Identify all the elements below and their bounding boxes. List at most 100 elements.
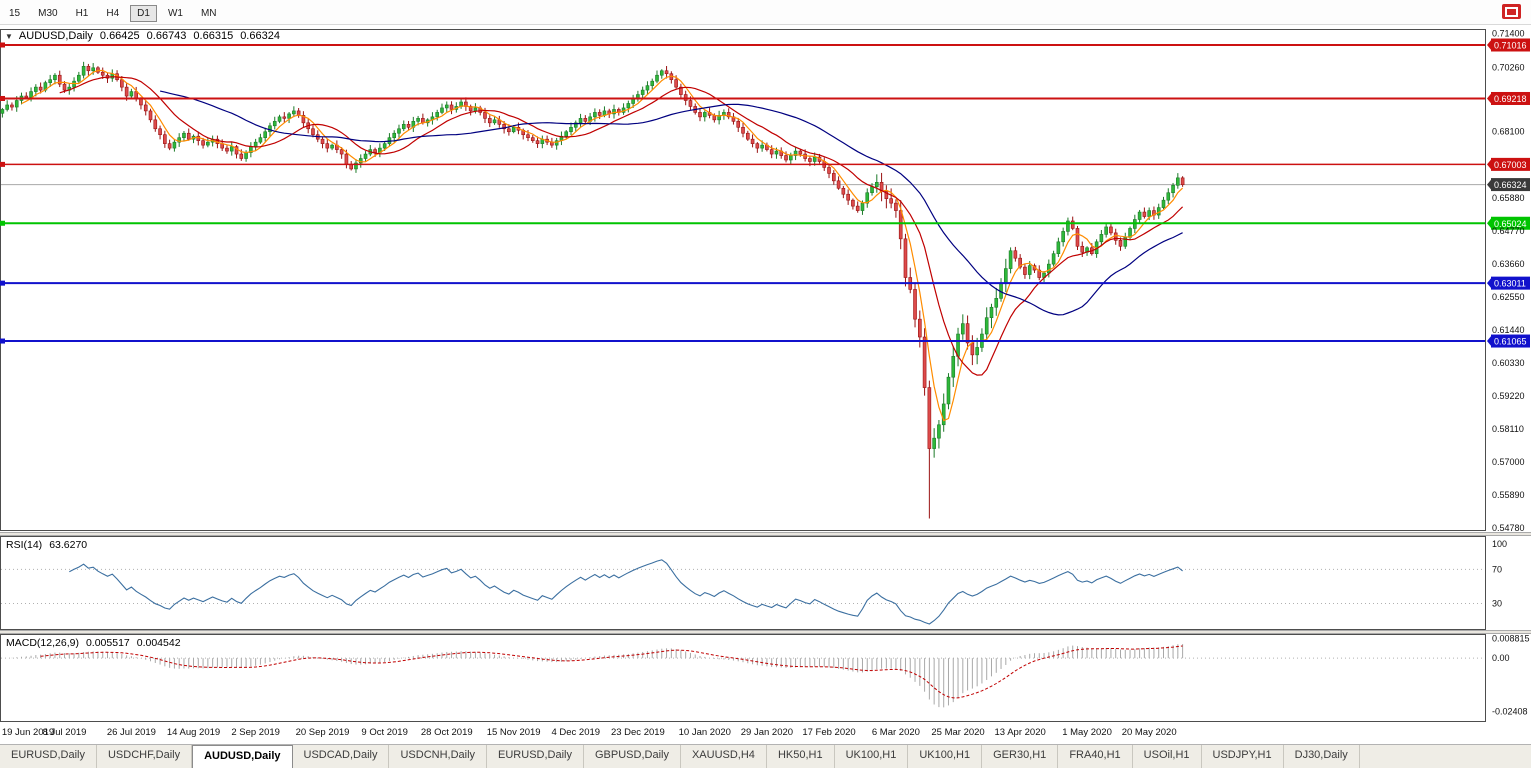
svg-text:0.69218: 0.69218 [1494,94,1527,104]
svg-text:19 Jun 2019: 19 Jun 2019 [2,727,54,738]
timeframe-15-button[interactable]: 15 [9,8,21,19]
svg-text:70: 70 [1492,564,1502,574]
macd-border [0,634,1486,722]
timeframe-h1-button[interactable]: H1 [75,8,89,19]
svg-text:23 Dec 2019: 23 Dec 2019 [611,727,665,738]
ohlc-close: 0.66324 [240,30,280,42]
chart-symbol-period: AUDUSD,Daily [18,30,93,42]
svg-text:0.63011: 0.63011 [1494,279,1526,289]
chart-tab-uk100-h1[interactable]: UK100,H1 [835,745,909,768]
price-tag-0.63011: 0.63011 [1487,276,1530,290]
timeframe-m30-button[interactable]: M30 [38,8,58,19]
rsi-panel: 100 70 30 RSI(14) 63.6270 [0,536,1531,630]
svg-text:4 Dec 2019: 4 Dec 2019 [551,727,600,738]
chart-tab-eurusd-daily[interactable]: EURUSD,Daily [0,745,97,768]
chart-tab-uk100-h1[interactable]: UK100,H1 [908,745,983,768]
svg-text:-0.02408: -0.02408 [1492,706,1528,716]
chart-tab-dj30-daily[interactable]: DJ30,Daily [1284,745,1360,768]
chart-tab-gbpusd-daily[interactable]: GBPUSD,Daily [584,745,681,768]
svg-text:29 Jan 2020: 29 Jan 2020 [741,727,793,738]
svg-text:100: 100 [1492,539,1507,549]
timeframe-h4-button[interactable]: H4 [106,8,120,19]
macd-chart[interactable]: 0.008815 0.00 -0.02408 [0,634,1531,722]
svg-text:0.57000: 0.57000 [1492,457,1525,467]
hline-left-tick [0,280,5,286]
rsi-line [69,559,1183,625]
chart-tab-usdcnh-daily[interactable]: USDCNH,Daily [389,745,488,768]
macd-title: MACD(12,26,9) 0.005517 0.004542 [6,637,181,649]
chart-tab-ger30-h1[interactable]: GER30,H1 [982,745,1059,768]
chart-tab-xauusd-h4[interactable]: XAUUSD,H4 [681,745,767,768]
svg-text:0.62550: 0.62550 [1492,292,1525,302]
chart-tab-usdjpy-h1[interactable]: USDJPY,H1 [1202,745,1284,768]
svg-text:2 Sep 2019: 2 Sep 2019 [231,727,280,738]
current-price-tag: 0.66324 [1487,178,1530,192]
timeframe-buttons: 15 M30 H1 H4 D1 W1 MN [0,3,226,22]
svg-text:0.54780: 0.54780 [1492,523,1525,532]
svg-text:0.61065: 0.61065 [1494,337,1527,347]
timeframe-mn-button[interactable]: MN [200,8,217,19]
panel-splitter[interactable] [0,532,1531,536]
svg-text:0.64770: 0.64770 [1492,226,1525,236]
macd-panel: 0.008815 0.00 -0.02408 MACD(12,26,9) 0.005… [0,634,1531,722]
svg-text:0.59220: 0.59220 [1492,391,1525,401]
svg-text:6 Mar 2020: 6 Mar 2020 [872,727,920,738]
chart-tab-usoil-h1[interactable]: USOil,H1 [1133,745,1202,768]
svg-text:0.55890: 0.55890 [1492,490,1525,500]
price-tag-0.67003: 0.67003 [1487,157,1530,171]
svg-text:25 Mar 2020: 25 Mar 2020 [931,727,984,738]
macd-value-signal: 0.004542 [136,637,181,649]
svg-text:0.71016: 0.71016 [1494,40,1527,50]
price-axis-labels[interactable]: 0.71400 0.70260 0.68100 0.65880 0.64770 0.636… [1492,29,1525,533]
candlestick-chart[interactable]: 0.71016 0.69218 0.67003 0.65024 0.63011 0.610… [0,24,1531,533]
svg-text:9 Oct 2019: 9 Oct 2019 [361,727,407,738]
plot-border [0,29,1486,531]
chart-tab-usdcad-daily[interactable]: USDCAD,Daily [293,745,390,768]
hline-left-tick [0,95,5,101]
svg-text:0.65024: 0.65024 [1494,219,1527,229]
svg-text:30: 30 [1492,598,1502,608]
rsi-chart[interactable]: 100 70 30 [0,536,1531,630]
chart-tab-usdchf-daily[interactable]: USDCHF,Daily [97,745,193,768]
ma-13-line [59,76,1184,376]
svg-text:0.60330: 0.60330 [1492,358,1525,368]
price-tag-0.69218: 0.69218 [1487,91,1530,105]
svg-text:10 Jan 2020: 10 Jan 2020 [679,727,731,738]
hline-left-tick [0,42,5,48]
svg-text:0.00: 0.00 [1492,653,1510,663]
chart-tab-hk50-h1[interactable]: HK50,H1 [767,745,835,768]
rsi-name: RSI(14) [6,539,43,551]
svg-text:0.66324: 0.66324 [1494,180,1527,190]
timeframe-w1-button[interactable]: W1 [167,8,183,19]
chart-tab-eurusd-daily[interactable]: EURUSD,Daily [487,745,584,768]
chart-dropdown-icon[interactable]: ▼ [5,31,13,41]
svg-text:20 May 2020: 20 May 2020 [1122,727,1177,738]
svg-text:0.68100: 0.68100 [1492,127,1525,137]
ma-5-line [21,69,1184,422]
ohlc-open: 0.66425 [99,30,140,42]
hline-left-tick [0,220,5,226]
chart-title: ▼ AUDUSD,Daily 0.66425 0.66743 0.66315 0… [5,30,280,42]
app-logo-icon[interactable] [1502,4,1521,19]
panel-splitter[interactable] [0,630,1531,634]
svg-text:13 Apr 2020: 13 Apr 2020 [995,727,1046,738]
svg-text:0.67003: 0.67003 [1494,160,1527,170]
chart-tabbar: EURUSD,Daily USDCHF,Daily AUDUSD,Daily USDC… [0,744,1531,768]
rsi-title: RSI(14) 63.6270 [6,539,87,551]
chart-tab-audusd-daily[interactable]: AUDUSD,Daily [192,745,293,768]
timeframe-d1-button[interactable]: D1 [130,5,157,22]
price-tag-0.65024: 0.65024 [1487,216,1530,230]
svg-text:0.58110: 0.58110 [1492,424,1524,434]
svg-text:0.71400: 0.71400 [1492,29,1525,39]
svg-text:0.70260: 0.70260 [1492,62,1525,72]
time-axis[interactable]: 19 Jun 2019 8 Jul 2019 26 Jul 2019 14 Aug 2… [0,722,1531,744]
macd-value-main: 0.005517 [85,637,130,649]
main-chart-panel: 0.71016 0.69218 0.67003 0.65024 0.63011 0.610… [0,24,1531,533]
svg-text:0.61440: 0.61440 [1492,325,1525,335]
svg-text:8 Jul 2019: 8 Jul 2019 [43,727,87,738]
ma-34-line [159,90,1183,316]
hline-left-tick [0,161,5,167]
chart-tab-fra40-h1[interactable]: FRA40,H1 [1058,745,1133,768]
